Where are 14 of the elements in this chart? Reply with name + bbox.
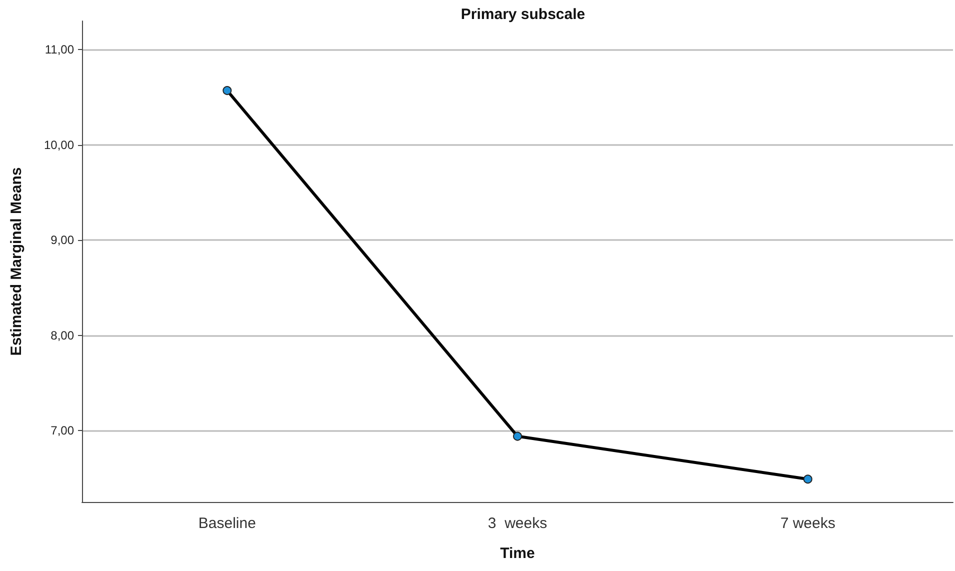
y-tick-label: 11,00 (44, 42, 74, 57)
y-axis-title: Estimated Marginal Means (8, 167, 25, 356)
x-tick-label: 7 weeks (780, 515, 836, 532)
point (222, 86, 232, 96)
y-tick-label: 9,00 (50, 233, 74, 248)
point (803, 474, 812, 484)
x-tick-label: 3 weeks (488, 515, 548, 532)
y-tick-label: 7,00 (50, 424, 74, 438)
point (513, 432, 522, 441)
x-axis-title: Time (500, 545, 535, 562)
chart-title: Primary subscale (460, 6, 586, 23)
x-tick-label: Baseline (198, 515, 256, 532)
y-tick-label: 8,00 (50, 328, 74, 342)
y-tick-label: 10,00 (44, 138, 74, 152)
